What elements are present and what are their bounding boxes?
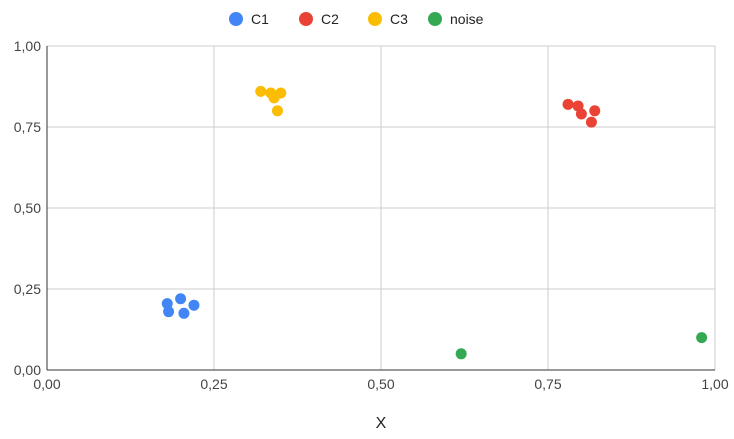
data-points [161, 85, 708, 360]
y-tick-labels: 0,00 0,25 0,50 0,75 1,00 [14, 38, 41, 378]
data-point-noise [696, 332, 708, 344]
x-tick-label: 0,25 [200, 376, 227, 392]
data-point-c3 [255, 85, 267, 97]
x-axis-title: X [376, 415, 387, 432]
grid-layer [47, 45, 716, 370]
x-tick-labels: 0,00 0,25 0,50 0,75 1,00 [33, 376, 728, 392]
y-tick-label: 1,00 [14, 38, 41, 54]
y-tick-label: 0,50 [14, 200, 41, 216]
data-point-c2 [585, 116, 597, 128]
data-point-c1 [161, 298, 173, 310]
legend-marker-noise [428, 12, 442, 26]
data-point-c2 [589, 105, 601, 117]
data-point-c3 [275, 87, 287, 99]
y-tick-label: 0,25 [14, 281, 41, 297]
data-point-noise [455, 348, 467, 360]
data-point-c1 [175, 293, 187, 305]
data-point-c2 [562, 98, 574, 110]
legend: C1 C2 C3 noise [229, 11, 484, 27]
legend-label-c1: C1 [251, 11, 269, 27]
x-tick-label: 0,50 [367, 376, 394, 392]
axis-layer [46, 46, 715, 371]
y-tick-label: 0,75 [14, 119, 41, 135]
legend-label-noise: noise [450, 11, 484, 27]
legend-label-c3: C3 [390, 11, 408, 27]
x-tick-label: 1,00 [701, 376, 728, 392]
legend-marker-c2 [299, 12, 313, 26]
x-tick-label: 0,75 [534, 376, 561, 392]
data-point-c1 [163, 306, 175, 318]
data-point-c1 [178, 307, 190, 319]
legend-label-c2: C2 [321, 11, 339, 27]
legend-marker-c1 [229, 12, 243, 26]
y-tick-label: 0,00 [14, 362, 41, 378]
data-point-c3 [271, 105, 283, 117]
legend-marker-c3 [368, 12, 382, 26]
x-tick-label: 0,00 [33, 376, 60, 392]
data-point-c2 [575, 108, 587, 120]
data-point-c1 [188, 299, 200, 311]
